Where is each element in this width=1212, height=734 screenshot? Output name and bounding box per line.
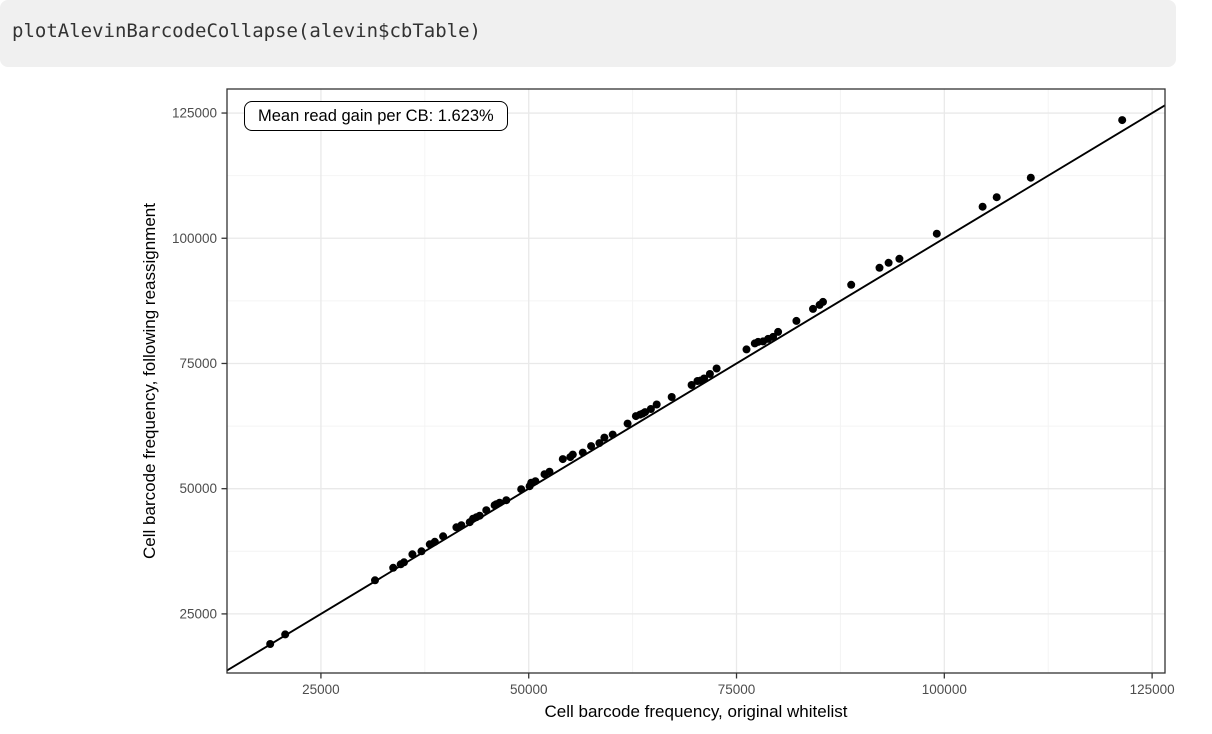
- y-tick-label: 125000: [172, 106, 217, 121]
- data-point: [430, 537, 439, 546]
- annotation-text: Mean read gain per CB: 1.623%: [258, 106, 494, 125]
- y-tick-label: 100000: [172, 231, 217, 246]
- data-point: [558, 455, 567, 464]
- x-axis: 25000 50000 75000 100000 125000: [302, 673, 1175, 697]
- data-point: [545, 467, 554, 476]
- data-point: [667, 393, 676, 401]
- data-point: [517, 485, 526, 494]
- data-point: [600, 433, 609, 442]
- data-point: [475, 511, 484, 520]
- data-point: [281, 630, 290, 639]
- data-point: [568, 450, 577, 459]
- data-point: [884, 258, 893, 267]
- annotation-box: Mean read gain per CB: 1.623%: [244, 101, 508, 131]
- data-point: [400, 558, 408, 567]
- panel-border: [226, 88, 1166, 674]
- data-point: [792, 316, 801, 325]
- data-point: [687, 381, 696, 389]
- data-point: [646, 405, 655, 413]
- data-point: [712, 364, 721, 373]
- data-point: [531, 477, 540, 486]
- x-tick-label: 25000: [302, 682, 340, 697]
- data-point: [774, 327, 783, 336]
- data-point: [895, 254, 904, 263]
- data-point: [742, 345, 751, 354]
- code-block: plotAlevinBarcodeCollapse(alevin$cbTable…: [0, 0, 1176, 67]
- data-point: [417, 547, 426, 556]
- data-point: [700, 374, 709, 383]
- grid-minor: [227, 89, 1165, 673]
- data-point: [371, 576, 379, 585]
- x-tick-label: 125000: [1130, 682, 1175, 697]
- data-point: [705, 370, 714, 378]
- x-axis-title: Cell barcode frequency, original whiteli…: [544, 702, 848, 721]
- data-point: [578, 448, 587, 457]
- identity-line: [227, 104, 1165, 672]
- data-points: [266, 116, 1127, 648]
- data-point: [932, 229, 941, 238]
- code-text: plotAlevinBarcodeCollapse(alevin$cbTable…: [12, 20, 481, 42]
- data-point: [1026, 173, 1035, 182]
- y-axis-title: Cell barcode frequency, following reassi…: [140, 203, 159, 559]
- data-point: [819, 297, 827, 306]
- data-point: [266, 640, 275, 648]
- data-point: [769, 332, 778, 341]
- x-tick-label: 50000: [510, 682, 548, 697]
- data-point: [482, 506, 491, 515]
- data-point: [875, 263, 884, 272]
- y-tick-label: 25000: [179, 606, 217, 621]
- data-point: [978, 202, 987, 211]
- data-point: [1118, 116, 1127, 125]
- data-point: [623, 419, 632, 428]
- data-point: [652, 400, 661, 409]
- y-axis: 25000 50000 75000 100000 125000: [172, 106, 227, 621]
- data-point: [495, 498, 504, 507]
- data-point: [608, 430, 617, 439]
- data-point: [389, 563, 398, 572]
- data-point: [439, 532, 448, 541]
- data-point: [457, 521, 466, 530]
- y-tick-label: 75000: [179, 356, 217, 371]
- data-point: [847, 280, 856, 289]
- x-tick-label: 75000: [718, 682, 756, 697]
- x-tick-label: 100000: [922, 682, 967, 697]
- y-tick-label: 50000: [179, 481, 217, 496]
- data-point: [502, 496, 511, 505]
- data-point: [587, 442, 596, 451]
- data-point: [992, 193, 1001, 202]
- data-point: [408, 550, 417, 559]
- data-point: [809, 304, 817, 313]
- data-point: [595, 439, 604, 448]
